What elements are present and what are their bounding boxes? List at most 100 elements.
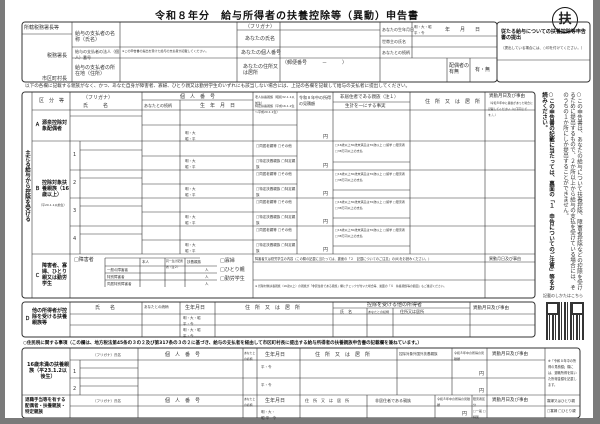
d-col-other-relation: あなたとの続柄 xyxy=(368,310,389,314)
disabled-checkbox[interactable]: □障害者 xyxy=(74,257,94,263)
birthdate-label: あなたの生年月日 xyxy=(382,27,414,32)
working-student-checkbox[interactable]: □勤労学生 xyxy=(220,276,245,282)
special-checkbox[interactable]: □特定扶養親族 □特定親族 xyxy=(256,215,296,225)
d-era: 明・大・昭 平・令 xyxy=(183,316,201,326)
c-note: ※ 控除対象扶養親族（16歳以上）の親族が「非居住者である親族」欄にチェックが付… xyxy=(255,284,447,288)
spouse-yes-no[interactable]: 有・無 xyxy=(475,67,491,73)
col-address: 住 所 又 は 居 所 xyxy=(425,99,481,105)
c-content-label: 障害者又は勤労学生の内容（この欄の記載に当たっては、裏面の「２ 記載についてのご… xyxy=(255,257,432,261)
b-era: 平・令 xyxy=(261,383,272,387)
r-col-number: 個 人 番 号 xyxy=(165,398,201,404)
col-name: 氏 名 xyxy=(83,103,109,109)
row-number: 2 xyxy=(73,180,77,186)
row-number: 4 xyxy=(73,236,77,242)
nonresident-checkbox[interactable]: □16歳以上30歳未満又は70歳以上 □留学 □障害者 □38万円以上の支払 xyxy=(335,200,405,210)
d-col-address: 住 所 又 は 居 所 xyxy=(245,305,301,311)
nonresident-checkbox[interactable]: □16歳以上30歳未満又は70歳以上 □留学 □障害者 □38万円以上の支払 xyxy=(335,172,405,182)
col-income: 令和８年中の所得の見積額 xyxy=(299,95,331,106)
yen: 円 xyxy=(323,191,329,197)
secondary-declaration-label: 従たる給与についての扶養控除等申告書の提出 xyxy=(501,29,586,41)
row-c-prefix: Ｃ xyxy=(35,273,41,279)
row-number: 2 xyxy=(73,386,77,392)
col-special: 特定扶養親族（平成16.1.2生～平成20.1.1生） xyxy=(255,104,295,114)
postal-code-field[interactable]: （郵便番号 － ） xyxy=(282,60,348,66)
b-col-change: 異動月日及び事由 xyxy=(492,352,528,357)
special-checkbox[interactable]: □特定扶養親族 □特定親族 xyxy=(256,243,296,253)
main-side-label: 主たる給与から控除を受ける xyxy=(24,150,30,222)
division-checkbox[interactable]: □一般 □特別 xyxy=(473,409,486,419)
c-unit: 人 xyxy=(205,275,209,279)
row-era: 明・大 昭・平 xyxy=(185,243,196,253)
section-d-label: 他の所得者が控除を受ける扶養親族等 xyxy=(32,308,68,326)
right-note-2: ○この申告書の記載に当たっては、裏面の「１ 申告についてのご注意」等をお読みくだ… xyxy=(541,92,554,291)
r-era: 明・大・昭 平・令 xyxy=(261,410,277,420)
your-address-label: あなたの住所又は居所 xyxy=(243,64,279,76)
c-change-label: 異動月日及び事由 xyxy=(489,256,521,261)
row-a-prefix: Ａ xyxy=(35,122,41,128)
d-col-other-address: 住所又は居所 xyxy=(400,309,424,314)
d-col-change: 異動月日及び事由 xyxy=(473,306,509,311)
row-era: 明・大 昭・平 xyxy=(185,187,196,197)
yen: 円 xyxy=(323,163,329,169)
yen: 円 xyxy=(323,219,329,225)
d-col-other: 控除を受ける他の所得者 xyxy=(367,302,423,308)
elderly-checkbox[interactable]: □同居老親等 □その他 xyxy=(256,144,292,148)
municipality-chief-label: 市区町村長 xyxy=(42,76,68,82)
c-row-special: 特別障害者 xyxy=(107,275,125,279)
r-col-change: 異動月日及び事由 xyxy=(492,398,528,403)
nonresident-checkbox[interactable]: □16歳以上30歳未満又は70歳以上 □留学 □障害者 □38万円以上の支払 xyxy=(335,228,405,238)
widow-single-parent-checkbox[interactable]: □寡婦 □ひとり親 xyxy=(547,409,576,413)
row-b-sub: （平20.1.1以前生） xyxy=(39,203,67,207)
payer-number-note: ※この申告書の提出を受けた給与の支払者が記載してください。 xyxy=(122,49,209,53)
birthdate-field[interactable]: 年 月 日 xyxy=(445,27,481,33)
era-options: 明・大・昭 平・令 xyxy=(414,25,432,35)
col-same-living: 生計を一にする事実 xyxy=(345,104,386,109)
qr-code[interactable] xyxy=(546,302,584,340)
relation-label: あなたとの続柄 xyxy=(382,50,410,55)
nonresident-checkbox[interactable]: □16歳以上30歳未満又は70歳以上 □留学 □障害者 □38万円以上の支払 xyxy=(335,143,405,153)
elderly-checkbox[interactable]: □同居老親等 □その他 xyxy=(256,172,292,176)
c-head-self: 本人 xyxy=(142,260,149,264)
col-elderly: 老人扶養親族（昭和32.1.1以前生） xyxy=(255,95,295,105)
col-number: 個 人 番 号 xyxy=(180,94,216,100)
row-a-yen: 円 xyxy=(323,134,329,140)
b-col-relation: あなたとの続柄 xyxy=(244,351,256,361)
row-number: 1 xyxy=(73,369,77,375)
special-checkbox[interactable]: □特定扶養親族 □特定親族 xyxy=(256,159,296,169)
elderly-checkbox[interactable]: □同居老親等 □その他 xyxy=(256,228,292,232)
col-relation: あなたとの続柄 xyxy=(144,103,172,108)
c-unit: 人 xyxy=(205,268,209,272)
tax-office-label: 所轄税務署長等 xyxy=(24,25,60,31)
retirement-label: 退職手当等を有する配偶者・扶養親族・特定親族 xyxy=(25,398,66,415)
spouse-label: 配偶者の有無 xyxy=(449,63,470,75)
c-head-spouse: 同一生計配偶者（注２） xyxy=(166,259,183,269)
resident-tax-notice: ○住民税に関する事項（この欄は、地方税法第45条の３の２及び第317条の３の２に… xyxy=(23,341,422,346)
special-checkbox[interactable]: □特定扶養親族 □特定親族 xyxy=(256,187,296,197)
r-col-nonres: 非居住者である親族 xyxy=(375,398,411,403)
b-col-birth: 生年月日 xyxy=(265,352,286,358)
row-number: 3 xyxy=(73,208,77,214)
single-parent-checkbox[interactable]: □ひとり親 xyxy=(220,267,245,273)
payer-address-label: 給与の支払者の所在地（住所） xyxy=(75,65,116,77)
b-col-income: 令和８年中の所得の見積額 xyxy=(454,351,485,361)
r-col-address: 住 所 又 は 居 所 xyxy=(305,398,349,403)
householder-label: 世帯主の氏名 xyxy=(382,39,406,44)
col-nonresident: 非居住者である親族（注１） xyxy=(340,95,399,100)
r-col-widow: 寡婦又はひとり親 xyxy=(547,399,575,403)
your-number-label: あなたの個人番号 xyxy=(241,50,282,56)
row-a-era: 明・大 昭・平 xyxy=(185,131,196,141)
form-title: 令和８年分 給与所得者の扶養控除等（異動）申告書 xyxy=(155,11,419,22)
c-head-dependent: 扶養親族 xyxy=(187,260,201,264)
section-d-prefix: Ｄ xyxy=(25,316,31,322)
yen: 円 xyxy=(479,388,485,394)
row-era: 明・大 昭・平 xyxy=(185,215,196,225)
elderly-checkbox[interactable]: □同居老親等 □その他 xyxy=(256,200,292,204)
notice-text: 以下の各欄に記載する親族がなく、かつ、あなた自身が障害者、寡婦、ひとり親又は勤労… xyxy=(25,84,411,89)
tax-office-chief-label: 税務署長 xyxy=(47,53,68,59)
secondary-declaration-note: （提出している場合には、○印を付けてください。） xyxy=(501,46,585,50)
row-c-label: 障害者、寡婦、ひとり親又は勤労学生 xyxy=(42,263,68,287)
widow-checkbox[interactable]: □寡婦 xyxy=(220,258,235,264)
row-b-prefix: Ｂ xyxy=(35,186,41,192)
d-col-name: 氏 名 xyxy=(95,305,116,311)
tax-form-page: 令和８年分 給与所得者の扶養控除等（異動）申告書 扶 所轄税務署長等 税務署長 … xyxy=(5,0,593,420)
